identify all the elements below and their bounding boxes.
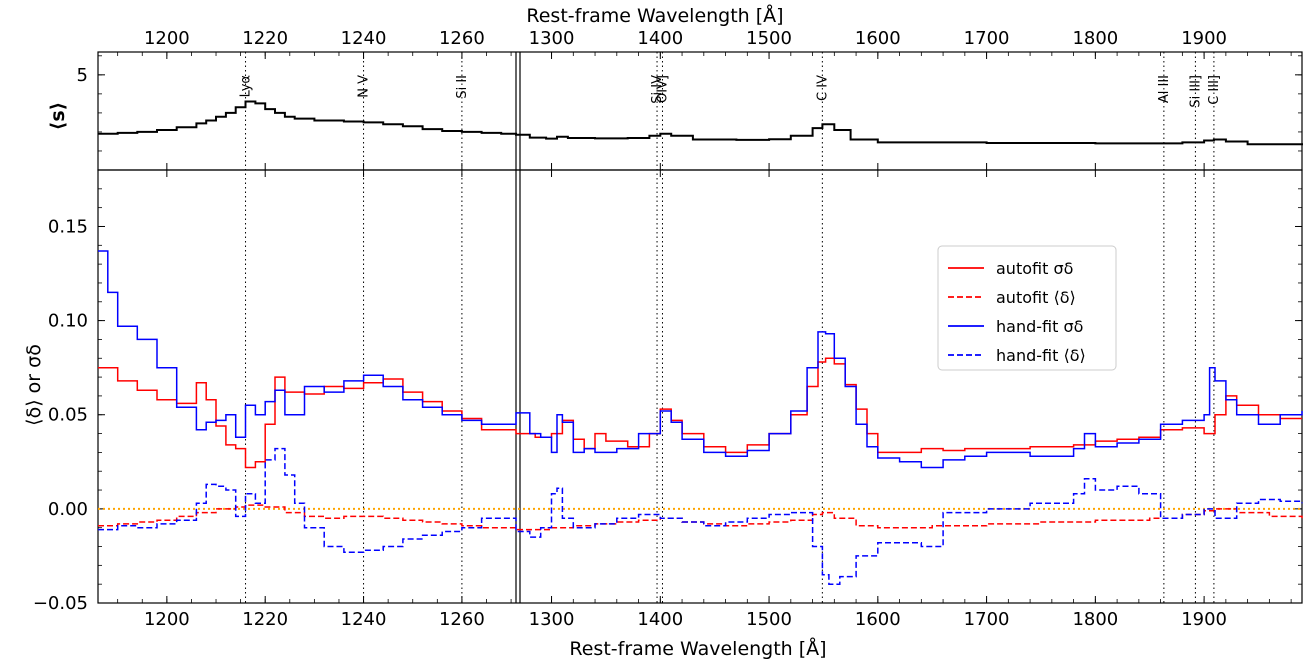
- x-tick-label: 1400: [637, 28, 683, 49]
- legend-label: hand-fit σδ: [996, 317, 1083, 336]
- x-tick-label: 1900: [1181, 609, 1227, 630]
- legend-label: autofit σδ: [996, 259, 1073, 278]
- legend-label: hand-fit ⟨δ⟩: [996, 346, 1086, 365]
- hand-fit-line: [98, 250, 1303, 469]
- x-tick-label: 1260: [439, 28, 485, 49]
- emission-line-label: N V: [357, 75, 372, 98]
- emission-line-label: Al III: [1157, 75, 1172, 103]
- x-tick-label: 1500: [746, 28, 792, 49]
- x-tick-label: 1220: [242, 609, 288, 630]
- autofit-line: [98, 504, 1303, 531]
- legend-label: autofit ⟨δ⟩: [996, 288, 1076, 307]
- x-tick-label: 1200: [144, 609, 190, 630]
- top-panel-ylabel: ⟨s⟩: [47, 102, 69, 131]
- x-tick-label: 1700: [964, 609, 1010, 630]
- bottom-y-tick-label: 0.15: [48, 216, 88, 237]
- x-tick-label: 1260: [439, 609, 485, 630]
- bottom-y-tick-label: 0.10: [48, 311, 88, 332]
- x-tick-label: 1500: [746, 609, 792, 630]
- bottom-panel-ylabel: ⟨δ⟩ or σδ: [23, 344, 45, 426]
- x-tick-label: 1800: [1072, 609, 1118, 630]
- bottom-y-tick-label: −0.05: [33, 593, 88, 614]
- x-tick-label: 1200: [144, 28, 190, 49]
- x-tick-label: 1300: [529, 28, 575, 49]
- bottom-panel: [97, 52, 1303, 604]
- x-tick-label: 1800: [1072, 28, 1118, 49]
- emission-line-label: OIV]: [655, 75, 670, 103]
- x-tick-label: 1220: [242, 28, 288, 49]
- bottom-panel-series: [98, 250, 1303, 585]
- emission-line-label: Si III]: [1188, 75, 1203, 108]
- emission-line-label: Si IV: [650, 75, 665, 104]
- top-y-tick-label: 5: [77, 65, 88, 86]
- mean-spectrum-line: [98, 100, 1303, 146]
- x-tick-label: 1240: [341, 28, 387, 49]
- bottom-panel-frame: [97, 169, 1303, 604]
- x-tick-label: 1300: [529, 609, 575, 630]
- top-panel-series: [98, 100, 1303, 146]
- x-tick-label: 1600: [855, 609, 901, 630]
- emission-line-label: Lyα: [239, 75, 254, 97]
- bottom-y-tick-label: 0.00: [48, 499, 88, 520]
- x-tick-label: 1600: [855, 28, 901, 49]
- emission-line-label: C IV: [815, 75, 830, 101]
- hand-fit-line: [98, 447, 1303, 585]
- bottom-axis-label: Rest-frame Wavelength [Å]: [569, 637, 826, 660]
- x-tick-label: 1900: [1181, 28, 1227, 49]
- legend: autofit σδ autofit ⟨δ⟩ hand-fit σδ hand-fit…: [937, 245, 1117, 371]
- emission-line-label: Si II: [455, 75, 470, 99]
- emission-line-label: C III]: [1207, 75, 1222, 105]
- legend-box: [937, 245, 1117, 371]
- axis-ticks: 1200 1200 1220 1220 1240 1240 1260 1260 1300 1300…: [33, 28, 1302, 630]
- x-tick-label: 1700: [964, 28, 1010, 49]
- x-tick-label: 1240: [341, 609, 387, 630]
- x-tick-label: 1400: [637, 609, 683, 630]
- bottom-y-tick-label: 0.05: [48, 405, 88, 426]
- top-axis-label: Rest-frame Wavelength [Å]: [526, 4, 783, 27]
